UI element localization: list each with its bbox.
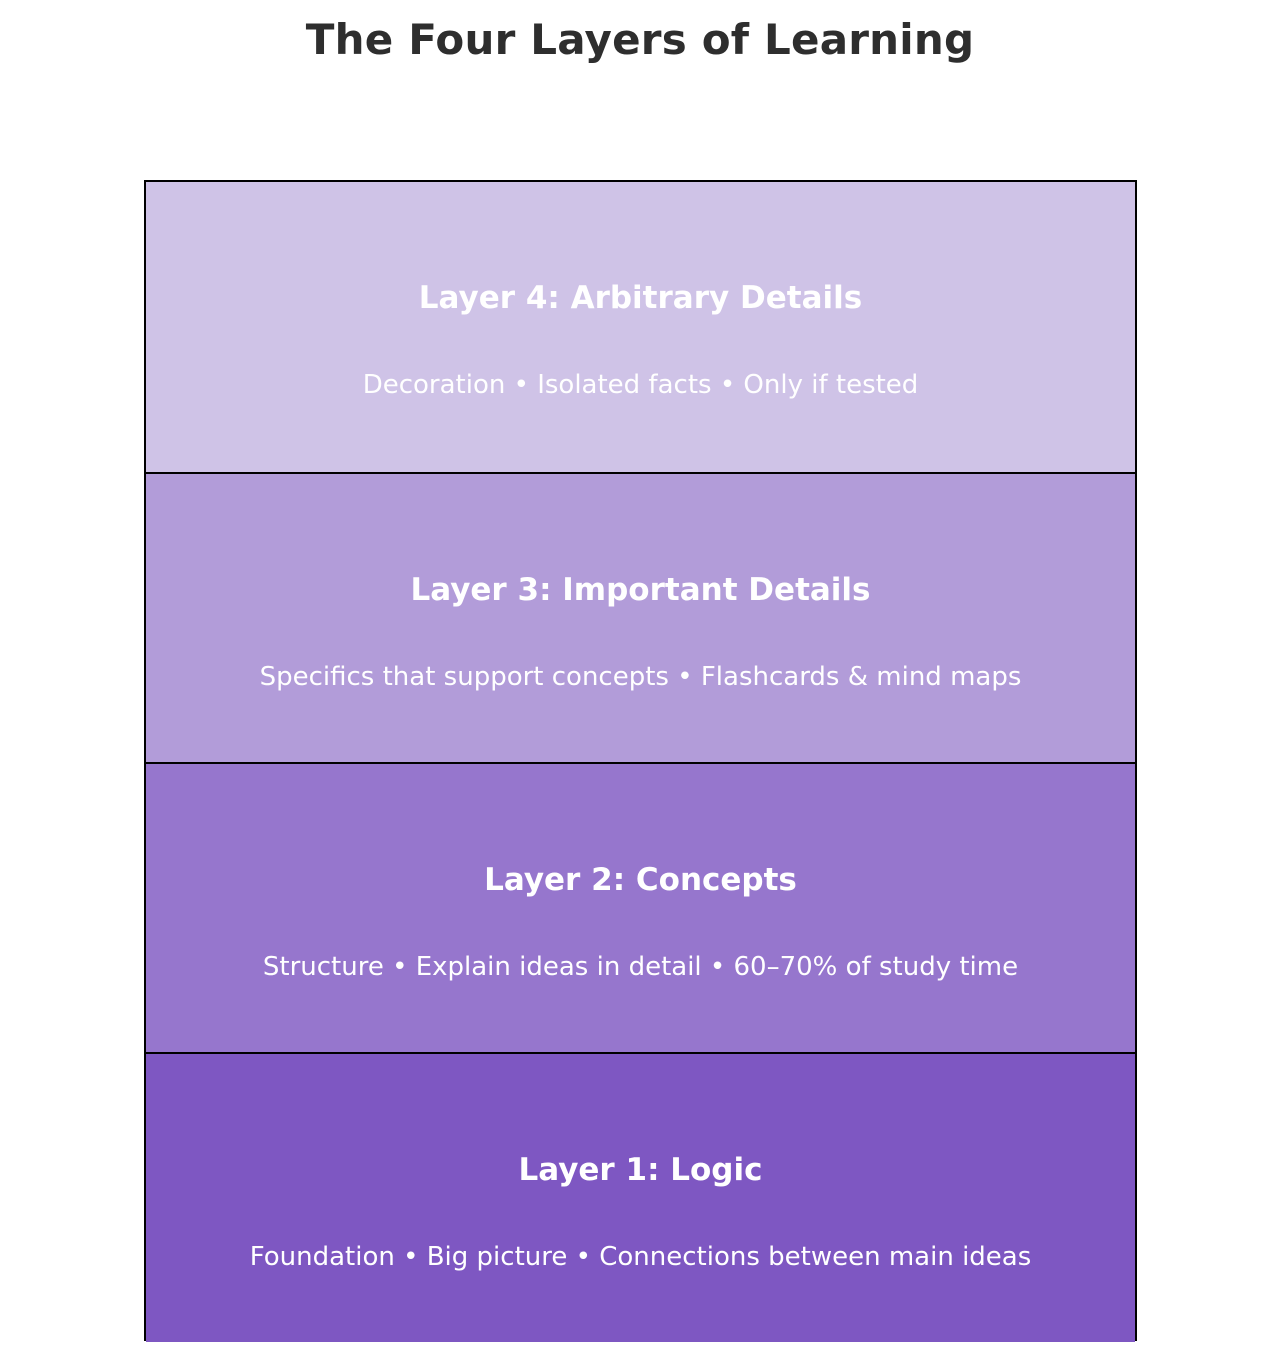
layer-1-description: Foundation • Big picture • Connections b…	[249, 1242, 1032, 1272]
layer-3-description: Specifics that support concepts • Flashc…	[259, 662, 1022, 692]
layer-3-title: Layer 3: Important Details	[410, 572, 871, 608]
layer-1-title: Layer 1: Logic	[518, 1152, 763, 1188]
layer-2-title: Layer 2: Concepts	[484, 862, 797, 898]
layer-1-block: Layer 1: Logic Foundation • Big picture …	[146, 1052, 1135, 1342]
layer-4-block: Layer 4: Arbitrary Details Decoration • …	[146, 182, 1135, 472]
layer-4-title: Layer 4: Arbitrary Details	[418, 280, 863, 316]
layer-stack: Layer 4: Arbitrary Details Decoration • …	[144, 180, 1137, 1342]
layer-2-description: Structure • Explain ideas in detail • 60…	[262, 952, 1019, 982]
diagram-title: The Four Layers of Learning	[305, 15, 975, 64]
layer-4-description: Decoration • Isolated facts • Only if te…	[362, 370, 919, 400]
layer-3-block: Layer 3: Important Details Specifics tha…	[146, 472, 1135, 762]
layer-2-block: Layer 2: Concepts Structure • Explain id…	[146, 762, 1135, 1052]
